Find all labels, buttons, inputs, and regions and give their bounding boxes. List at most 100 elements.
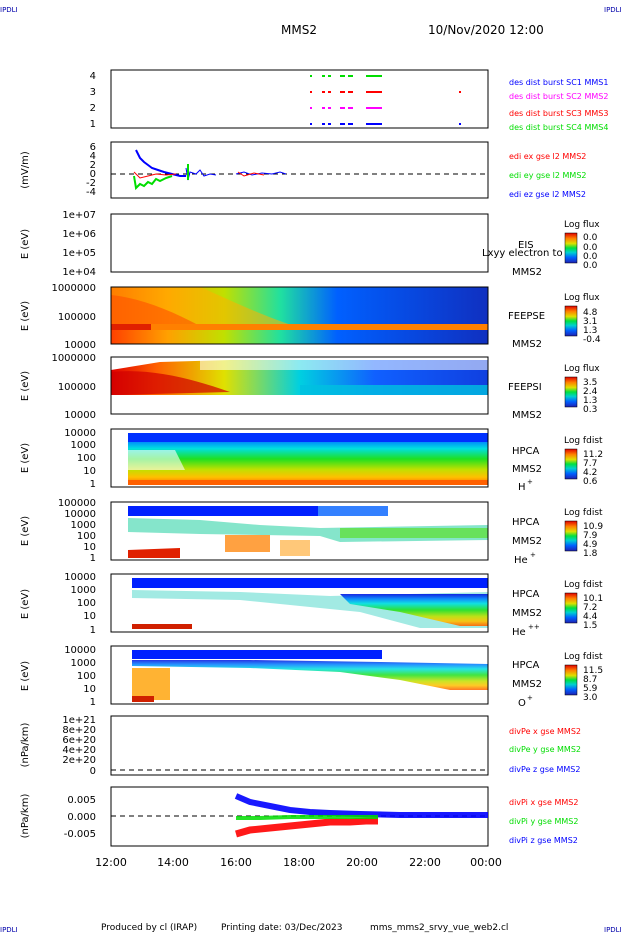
edi-legend-z: edi ez gse l2 MMS2 [509, 190, 586, 199]
edi-legend-y: edi ey gse l2 MMS2 [509, 171, 587, 180]
datetime-title: 10/Nov/2020 12:00 [428, 23, 544, 37]
eis-side-label-2: MMS2 [512, 267, 542, 278]
hpca-o-side-label-2: MMS2 [512, 679, 542, 690]
hpca-he-species: He [514, 555, 528, 566]
edi-ytick-m2: -2 [86, 178, 96, 189]
divpe-ytick-5: 2e+20 [62, 755, 96, 766]
hpca-o-cbar-t2: 8.7 [583, 675, 597, 685]
feepsi-colorbar [564, 376, 578, 408]
feepsi-cbar-t1: 3.5 [583, 378, 597, 388]
feepse-ytick-3: 10000 [64, 340, 96, 351]
eis-cbar-t1: 0.0 [583, 233, 598, 243]
eis-side-label-1: EIS [518, 240, 534, 251]
feepsi-cbar-t2: 2.4 [583, 387, 598, 397]
hpca-he2-ylabel: E (eV) [20, 589, 31, 619]
hpca-he2-cbar-t2: 7.2 [583, 603, 597, 613]
hpca-he-cbar-t4: 1.8 [583, 549, 598, 559]
panel-hpca-h: 10000 1000 100 10 1 E (eV) HPCA MMS2 H +… [20, 428, 603, 493]
hpca-o-ytick-2: 1000 [71, 658, 96, 669]
hpca-h-side-label-2: MMS2 [512, 464, 542, 475]
edi-ytick-0: 0 [90, 169, 96, 180]
hpca-he2-colorbar [564, 592, 578, 624]
divpi-traces [234, 793, 488, 838]
divpi-ytick-1: 0.005 [67, 795, 96, 806]
eis-ytick-1e6: 1e+06 [62, 229, 96, 240]
xtick-1200: 12:00 [95, 856, 127, 869]
eis-cbar-title: Log flux [564, 220, 600, 230]
mission-title: MMS2 [281, 23, 317, 37]
hpca-he2-ytick-5: 1 [90, 625, 96, 636]
edi-traces [133, 149, 287, 191]
xtick-1800: 18:00 [283, 856, 315, 869]
feepse-ytick-2: 100000 [58, 312, 96, 323]
divpi-legend-z: divPi z gse MMS2 [509, 836, 578, 845]
burst-legend-2: des dist burst SC2 MMS2 [509, 92, 608, 101]
xtick-1600: 16:00 [220, 856, 252, 869]
hpca-o-colorbar [564, 664, 578, 696]
panel-edi: 6 4 2 0 -2 -4 (mV/m) edi ex gse l2 MMS2 … [20, 141, 587, 199]
edi-ytick-2: 2 [90, 160, 96, 171]
eis-cbar-t3: 0.0 [583, 252, 598, 262]
panel-hpca-he: 100000 10000 1000 100 10 1 E (eV) HPCA M… [20, 498, 603, 566]
hpca-he-ytick-3: 1000 [71, 520, 96, 531]
feepse-cbar-t3: 1.3 [583, 326, 597, 336]
edi-ytick-m4: -4 [86, 187, 96, 198]
feepsi-ytick-1: 1000000 [51, 353, 96, 364]
burst-ytick-2: 2 [90, 103, 96, 114]
burst-bars [310, 75, 461, 125]
hpca-he-ytick-5: 10 [83, 542, 96, 553]
feepse-colorbar [564, 305, 578, 337]
panel-feepsi: 1000000 100000 10000 E (eV) FEEPSI MMS2 … [20, 353, 600, 421]
eis-ytick-1e4: 1e+04 [62, 267, 96, 278]
footer-filename: mms_mms2_srvy_vue_web2.cl [370, 923, 508, 933]
hpca-he2-side-label-1: HPCA [512, 589, 540, 600]
divpi-legend-y: divPi y gse MMS2 [509, 817, 578, 826]
hpca-o-charge: + [527, 694, 533, 702]
panel-div-pi: 0.005 0.000 -0.005 (nPa/km) divPi x gse … [20, 786, 578, 847]
burst-ytick-3: 3 [90, 87, 96, 98]
hpca-he-cbar-title: Log fdist [564, 508, 603, 518]
hpca-he-ytick-1: 100000 [58, 498, 96, 509]
hpca-he-cbar-t3: 4.9 [583, 540, 598, 550]
edi-ytick-4: 4 [90, 151, 96, 162]
corner-label-bottom-left: IPDLI [0, 926, 18, 934]
hpca-o-cbar-t4: 3.0 [583, 693, 598, 703]
hpca-he-colorbar [564, 520, 578, 552]
hpca-h-ytick-2: 1000 [71, 440, 96, 451]
hpca-o-ytick-5: 1 [90, 697, 96, 708]
feepsi-cbar-t4: 0.3 [583, 405, 597, 415]
xtick-1400: 14:00 [157, 856, 189, 869]
panel-hpca-he2: 10000 1000 100 10 1 E (eV) HPCA MMS2 He … [20, 572, 603, 638]
burst-ytick-1: 1 [90, 119, 96, 130]
feepsi-cbar-title: Log flux [564, 364, 600, 374]
hpca-h-ytick-5: 1 [90, 479, 96, 490]
corner-label-top-right: IPDLI [604, 6, 622, 14]
eis-colorbar [564, 232, 578, 264]
divpe-legend-z: divPe z gse MMS2 [509, 765, 580, 774]
hpca-he2-ytick-4: 10 [83, 611, 96, 622]
divpi-ytick-3: -0.005 [64, 829, 96, 840]
hpca-h-ytick-4: 10 [83, 466, 96, 477]
footer-printing-date: Printing date: 03/Dec/2023 [221, 923, 343, 933]
hpca-o-ytick-3: 100 [77, 671, 96, 682]
divpe-ytick-6: 0 [90, 766, 96, 777]
hpca-he2-cbar-t3: 4.4 [583, 612, 598, 622]
hpca-o-ytick-1: 10000 [64, 645, 96, 656]
feepse-cbar-t1: 4.8 [583, 308, 598, 318]
burst-legend-1: des dist burst SC1 MMS1 [509, 78, 608, 87]
hpca-he-ylabel: E (eV) [20, 516, 31, 546]
feepsi-ylabel: E (eV) [20, 371, 31, 401]
divpe-ytick-1: 1e+21 [62, 715, 96, 726]
hpca-h-colorbar [564, 448, 578, 480]
hpca-o-side-label-1: HPCA [512, 660, 540, 671]
feepse-ytick-1: 1000000 [51, 283, 96, 294]
corner-label-bottom-right: IPDLI [604, 926, 622, 934]
hpca-h-cbar-t2: 7.7 [583, 459, 597, 469]
hpca-he2-cbar-t1: 10.1 [583, 594, 603, 604]
hpca-he2-charge: ++ [528, 623, 540, 631]
hpca-he-charge: + [530, 551, 536, 559]
hpca-h-ylabel: E (eV) [20, 443, 31, 473]
feepse-cbar-t2: 3.1 [583, 317, 597, 327]
hpca-o-ytick-4: 10 [83, 684, 96, 695]
eis-ytick-1e5: 1e+05 [62, 248, 96, 259]
